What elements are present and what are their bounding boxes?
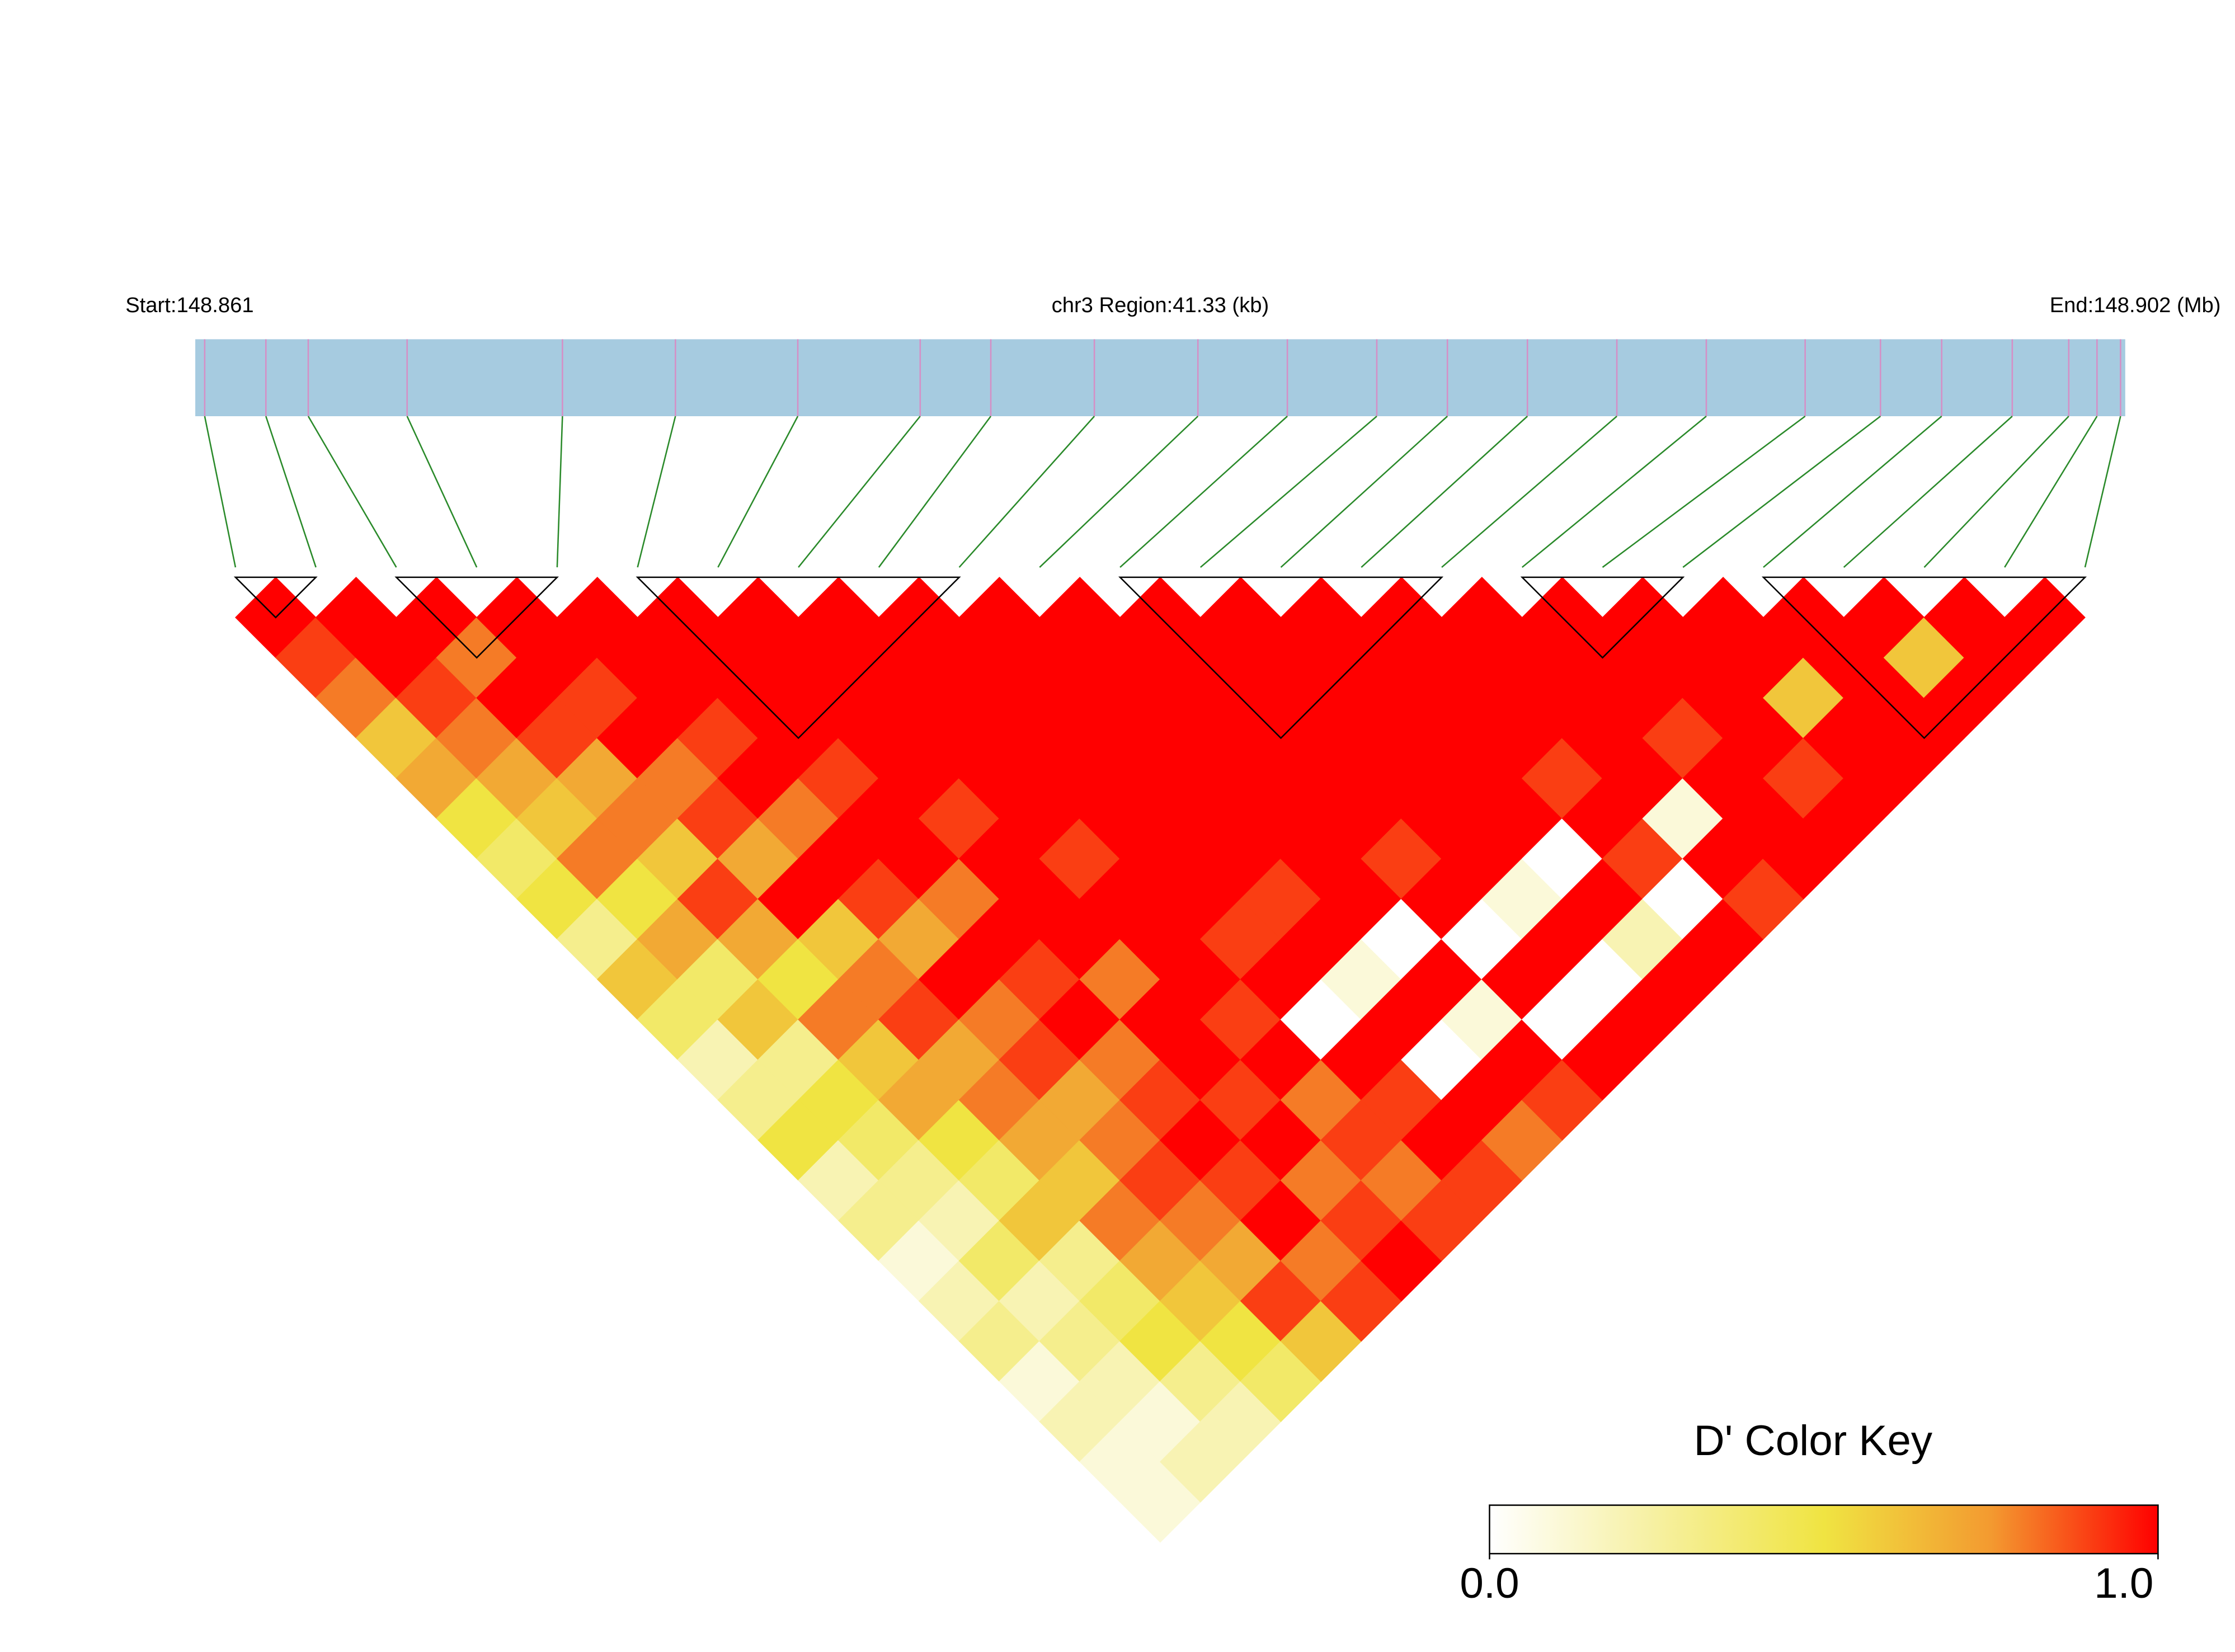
snp-connector [1763,416,1942,568]
ld-block [1761,576,2087,740]
snp-connector [1199,416,1377,568]
snp-connector [1441,416,1617,568]
start-label: Start:148.861 [125,293,253,317]
ld-block [1520,576,1685,659]
snp-connector [556,416,563,568]
ld-block [1118,576,1444,740]
snp-connector [1521,416,1707,568]
snp-connector [1119,416,1288,568]
snp-connector [1361,416,1528,568]
key-tick-label: 0.0 [1460,1560,1519,1607]
snp-connector [406,416,478,568]
snp-connector [204,416,237,568]
region-bar [195,339,2125,416]
snp-connector [265,416,317,568]
key-tick-label: 1.0 [2094,1560,2153,1607]
snp-connector [1923,416,2069,568]
snp-connector [1039,416,1199,568]
ld-block [233,576,318,619]
ld-block [394,576,559,659]
snp-connector [798,416,921,568]
ld-block [636,576,961,740]
snp-connector [1843,416,2013,568]
snp-connector [1280,416,1448,568]
snp-connector [637,416,676,568]
snp-connector [878,416,992,568]
snp-connector [1682,415,1881,568]
snp-connector [307,416,397,568]
snp-connector [1602,415,1806,568]
snp-connector [2004,416,2098,568]
color-key [1489,1504,2159,1555]
snp-connector [2084,416,2121,568]
end-label: End:148.902 (Mb) [2050,293,2221,317]
snp-connector [958,416,1095,568]
key-title: D' Color Key [1694,1417,1933,1465]
snp-connector [717,416,799,568]
region-label: chr3 Region:41.33 (kb) [1052,293,1269,317]
